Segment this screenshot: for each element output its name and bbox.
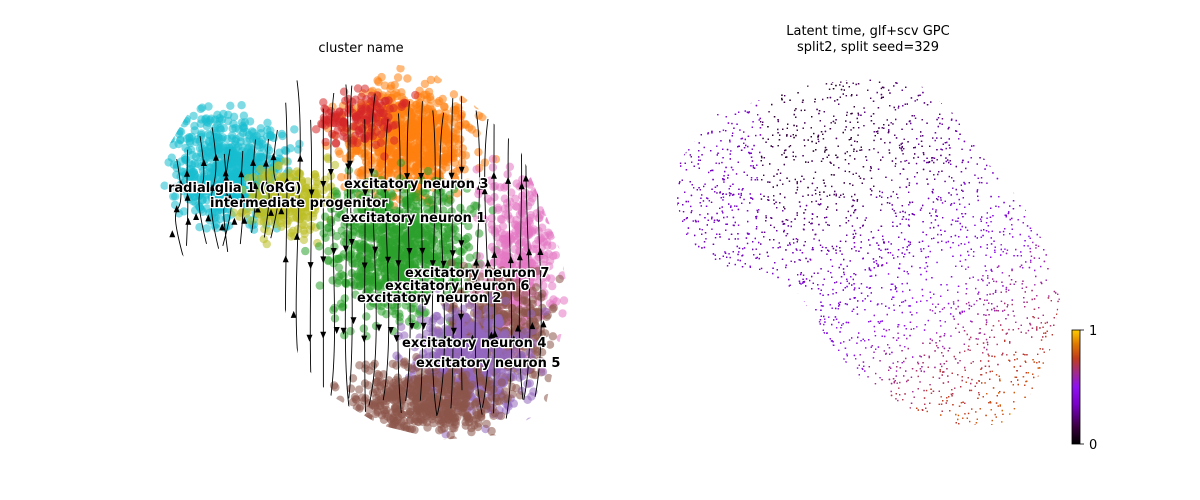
right-plot-title-line2: split2, split seed=329 bbox=[797, 40, 939, 55]
cluster-label-excitatory-neuron-6: excitatory neuron 6 bbox=[385, 279, 529, 294]
colorbar: 1 0 bbox=[1071, 324, 1097, 453]
latent-time-panel: Latent time, glf+scv GPC split2, split s… bbox=[675, 24, 1097, 453]
colorbar-gradient bbox=[1071, 329, 1081, 445]
cluster-label-radial-glia-1: radial glia 1 (oRG) bbox=[168, 181, 301, 196]
cluster-label-intermediate-progenitor: intermediate progenitor bbox=[210, 196, 388, 211]
cluster-label-excitatory-neuron-7: excitatory neuron 7 bbox=[405, 266, 549, 281]
cluster-label-excitatory-neuron-3: excitatory neuron 3 bbox=[344, 177, 488, 192]
cluster-label-excitatory-neuron-1: excitatory neuron 1 bbox=[341, 211, 485, 226]
cluster-labels: radial glia 1 (oRG) intermediate progeni… bbox=[167, 176, 562, 373]
cluster-label-excitatory-neuron-5: excitatory neuron 5 bbox=[416, 356, 560, 371]
left-plot-title: cluster name bbox=[318, 41, 403, 56]
cluster-label-excitatory-neuron-4: excitatory neuron 4 bbox=[402, 336, 546, 351]
colorbar-max-label: 1 bbox=[1089, 324, 1097, 339]
cluster-label-excitatory-neuron-2: excitatory neuron 2 bbox=[357, 291, 501, 306]
colorbar-min-label: 0 bbox=[1089, 438, 1097, 453]
right-plot-title-line1: Latent time, glf+scv GPC bbox=[786, 24, 949, 39]
umap-clusters-panel: cluster name radial glia 1 (oRG) interme… bbox=[160, 41, 570, 440]
latent-time-points-layer bbox=[675, 78, 1060, 425]
